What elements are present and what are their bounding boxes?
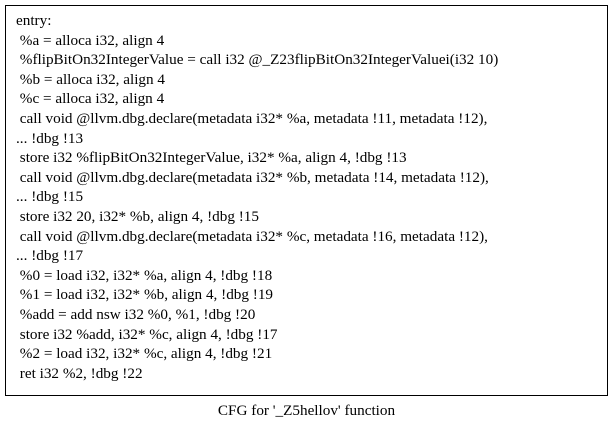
node-line-instruction: call void @llvm.dbg.declare(metadata i32… — [16, 227, 488, 245]
node-line-instruction: store i32 20, i32* %b, align 4, !dbg !15 — [16, 207, 259, 225]
node-line-label: entry: — [16, 12, 52, 29]
node-line-instruction: %flipBitOn32IntegerValue = call i32 @_Z2… — [16, 51, 499, 69]
node-line-instruction: %b = alloca i32, align 4 — [16, 70, 166, 88]
node-line-instruction: store i32 %add, i32* %c, align 4, !dbg !… — [16, 325, 278, 343]
node-line-instruction: %a = alloca i32, align 4 — [16, 31, 165, 49]
node-line-instruction: %c = alloca i32, align 4 — [16, 90, 165, 108]
cfg-entry-node: entry: %a = alloca i32, align 4 %flipBit… — [5, 5, 608, 396]
node-line-continuation: ... !dbg !13 — [16, 129, 84, 147]
node-line-instruction: store i32 %flipBitOn32IntegerValue, i32*… — [16, 149, 407, 167]
node-line-instruction: %0 = load i32, i32* %a, align 4, !dbg !1… — [16, 266, 273, 284]
node-line-instruction: call void @llvm.dbg.declare(metadata i32… — [16, 109, 488, 127]
node-line-instruction: %2 = load i32, i32* %c, align 4, !dbg !2… — [16, 345, 273, 363]
graph-caption: CFG for '_Z5hellov' function — [217, 402, 396, 419]
node-line-instruction: %1 = load i32, i32* %b, align 4, !dbg !1… — [16, 286, 274, 304]
node-line-instruction: call void @llvm.dbg.declare(metadata i32… — [16, 168, 489, 186]
node-line-continuation: ... !dbg !17 — [16, 247, 84, 265]
node-line-instruction: ret i32 %2, !dbg !22 — [16, 364, 143, 382]
node-line-continuation: ... !dbg !15 — [16, 188, 84, 206]
node-line-instruction: %add = add nsw i32 %0, %1, !dbg !20 — [16, 305, 256, 323]
